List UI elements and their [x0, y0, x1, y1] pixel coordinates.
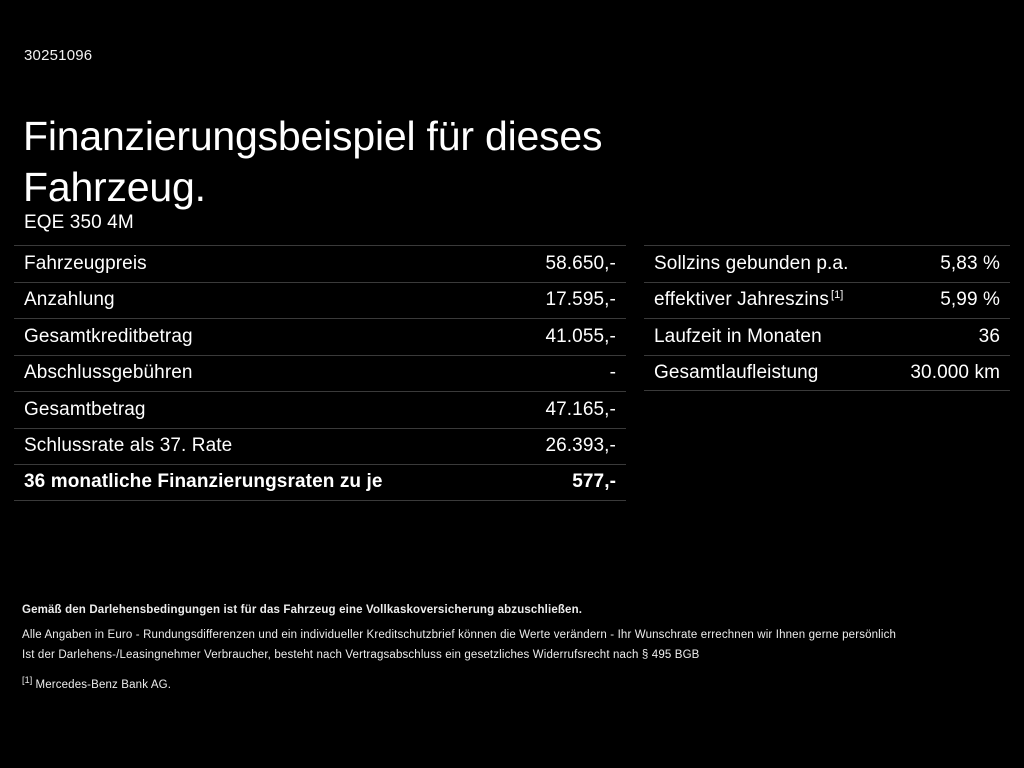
footnote-line-2: Ist der Darlehens-/Leasingnehmer Verbrau… — [22, 649, 700, 661]
table-row: Abschlussgebühren - — [14, 354, 626, 392]
finance-table-left: Fahrzeugpreis 58.650,- Anzahlung 17.595,- Ge… — [14, 245, 626, 501]
row-label: Schlussrate als 37. Rate — [24, 435, 233, 457]
table-row: Sollzins gebunden p.a. 5,83 % — [644, 245, 1010, 282]
row-label: effektiver Jahreszins [1] — [654, 289, 843, 311]
row-footnote-marker: [1] — [830, 288, 844, 301]
row-value: 30.000 km — [910, 361, 1000, 383]
footnotes-block: Gemäß den Darlehensbedingungen ist für d… — [22, 600, 1012, 694]
row-value: 41.055,- — [545, 325, 616, 347]
footnote-reference-text: Mercedes-Benz Bank AG. — [35, 678, 172, 691]
row-value: 26.393,- — [545, 435, 616, 457]
row-value: 17.595,- — [545, 289, 616, 311]
footnote-reference: [1] Mercedes-Benz Bank AG. — [22, 674, 1012, 694]
table-row: Gesamtkreditbetrag 41.055,- — [14, 318, 626, 355]
row-label-text: Gesamtlaufleistung — [654, 361, 819, 383]
table-row: Fahrzeugpreis 58.650,- — [14, 245, 626, 282]
vehicle-model-label: EQE 350 4M — [24, 212, 134, 233]
row-label: Gesamtlaufleistung — [654, 362, 818, 384]
row-value: 58.650,- — [545, 252, 616, 274]
table-row: Gesamtlaufleistung 30.000 km — [644, 354, 1010, 391]
row-value: 5,83 % — [940, 252, 1000, 274]
finance-table-right: Sollzins gebunden p.a. 5,83 % effektiver J… — [644, 245, 1010, 391]
row-label: Fahrzeugpreis — [24, 252, 147, 274]
row-label: Gesamtkreditbetrag — [24, 325, 193, 347]
row-label: Gesamtbetrag — [24, 398, 146, 420]
row-value: 577,- — [572, 471, 616, 493]
footnote-line-1: Alle Angaben in Euro - Rundungsdifferenz… — [22, 628, 897, 641]
row-value: - — [609, 362, 616, 384]
row-value: 36 — [978, 325, 1000, 347]
row-label-text: Laufzeit in Monaten — [654, 325, 822, 347]
row-value: 5,99 % — [940, 289, 1000, 311]
footnote-insurance-notice: Gemäß den Darlehensbedingungen ist für d… — [22, 604, 583, 616]
row-label: Abschlussgebühren — [24, 362, 193, 384]
table-row: Gesamtbetrag 47.165,- — [14, 391, 626, 428]
page-title: Finanzierungsbeispiel für dieses Fahrzeu… — [23, 113, 603, 211]
footnote-reference-marker: [1] — [22, 674, 33, 685]
table-row: effektiver Jahreszins [1] 5,99 % — [644, 281, 1010, 319]
row-label: Anzahlung — [24, 289, 115, 311]
table-row: 36 monatliche Finanzierungsraten zu je 57… — [14, 464, 626, 501]
row-label: 36 monatliche Finanzierungsraten zu je — [24, 471, 383, 493]
row-label-text: effektiver Jahreszins — [654, 289, 829, 311]
offer-id: 30251096 — [24, 47, 93, 64]
table-row: Schlussrate als 37. Rate 26.393,- — [14, 427, 626, 465]
row-label: Sollzins gebunden p.a. — [654, 253, 848, 275]
row-value: 47.165,- — [545, 398, 616, 420]
table-row: Laufzeit in Monaten 36 — [644, 318, 1010, 355]
row-label: Laufzeit in Monaten — [654, 326, 822, 348]
row-label-text: Sollzins gebunden p.a. — [654, 252, 849, 274]
table-row: Anzahlung 17.595,- — [14, 281, 626, 319]
